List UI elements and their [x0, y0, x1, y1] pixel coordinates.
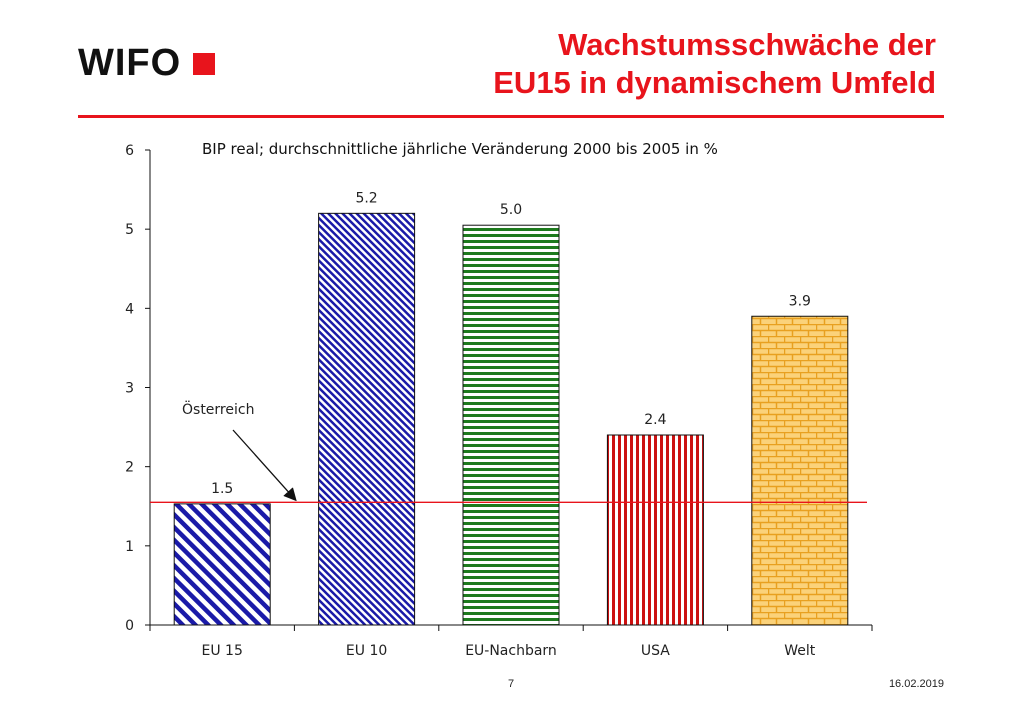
page-title: Wachstumsschwäche der EU15 in dynamische…: [493, 26, 936, 102]
bar-value-label: 5.0: [500, 202, 522, 218]
bar-value-label: 1.5: [211, 481, 233, 497]
y-tick-label: 5: [125, 222, 134, 238]
y-tick-label: 2: [125, 460, 134, 476]
page-title-line1: Wachstumsschwäche der: [558, 27, 936, 62]
y-tick-label: 4: [125, 301, 134, 317]
y-tick-label: 1: [125, 539, 134, 555]
bar-welt: [751, 315, 849, 626]
bar-eu-15: [173, 503, 271, 626]
x-category-label: EU 10: [346, 643, 387, 659]
page-title-line2: EU15 in dynamischem Umfeld: [493, 65, 936, 100]
page-number: 7: [508, 678, 515, 690]
logo-square-icon: [193, 52, 216, 75]
bar-value-label: 2.4: [644, 412, 666, 428]
y-tick-label: 0: [125, 618, 134, 634]
reference-line-label: Österreich: [182, 400, 254, 418]
footer-date: 16.02.2019: [888, 678, 944, 690]
chart-subtitle: BIP real; durchschnittliche jährliche Ve…: [202, 140, 718, 158]
y-tick-label: 6: [125, 143, 134, 159]
bar-eu-nachbarn: [462, 224, 560, 626]
y-tick-label: 3: [125, 381, 134, 397]
wifo-logo: WIFO: [78, 42, 216, 85]
title-divider: [78, 115, 944, 118]
bar-eu-10: [318, 212, 416, 626]
bar-value-label: 5.2: [355, 190, 377, 206]
reference-arrow: [232, 429, 297, 502]
bar-usa: [606, 434, 704, 626]
logo-text: WIFO: [78, 42, 182, 84]
x-category-label: Welt: [784, 643, 816, 659]
x-category-label: USA: [641, 643, 670, 659]
x-category-label: EU-Nachbarn: [465, 643, 557, 659]
x-category-label: EU 15: [202, 643, 243, 659]
bar-value-label: 3.9: [789, 293, 811, 309]
